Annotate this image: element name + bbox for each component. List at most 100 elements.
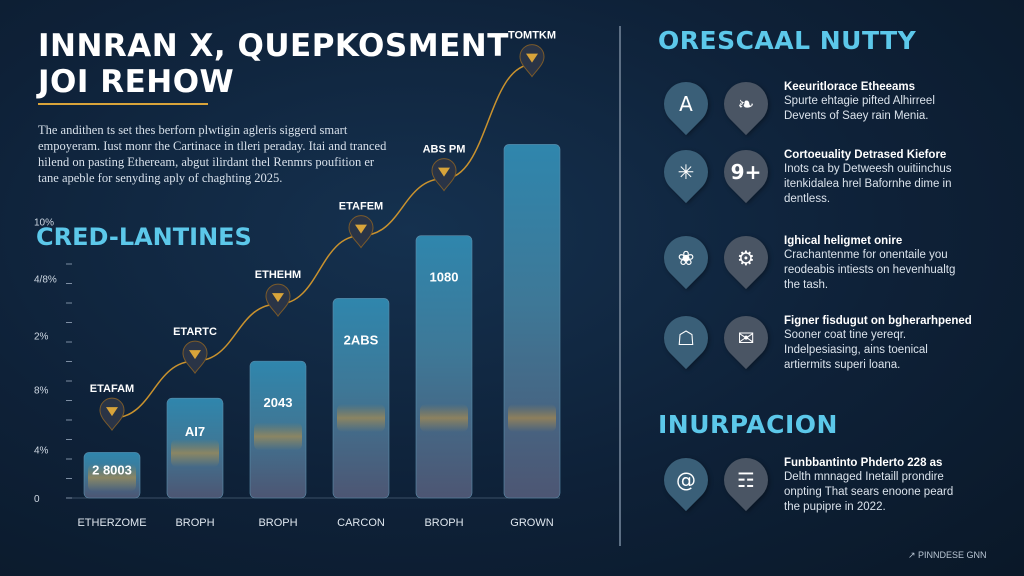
feature-pin-right: 9+ <box>714 140 778 204</box>
feature-item: ❀ ⚙ Ighical heligmet onire Crachantenme … <box>654 226 1000 304</box>
intro-line: empoyeram. Iust monr the Cartinace in tl… <box>38 139 387 153</box>
intro-line: hilend on pasting Etheream, abgut ilirda… <box>38 155 375 169</box>
x-category-label: BROPH <box>175 517 214 529</box>
bar-value-label: 1080 <box>430 270 459 285</box>
number-icon: 9+ <box>730 160 762 184</box>
intro-line: tane apeble for senyding aply of chaghti… <box>38 171 283 185</box>
bar-value-label: AI7 <box>185 424 205 439</box>
gem-icon <box>272 293 284 303</box>
bar-glow <box>88 463 136 492</box>
data-point-pin <box>182 340 208 375</box>
bar-value-label: 2 8003 <box>92 462 132 477</box>
data-point-pin <box>265 283 291 317</box>
main-title-line1: INNRAN X, QUEPKOSMENT <box>38 28 509 64</box>
point-label: ETARTC <box>173 326 217 338</box>
y-tick-label: 8% <box>34 386 49 397</box>
feature-pin-left: ✳ <box>654 140 718 204</box>
x-category-label: CARCON <box>337 517 385 529</box>
feature-body-line: itenkidalea hrel Bafornhe dime in <box>784 178 952 190</box>
x-category-label: BROPH <box>424 517 463 529</box>
footer-watermark: ↗ PINNDESE GNN <box>908 550 987 560</box>
gem-icon <box>438 167 450 177</box>
chart-heading: CRED-LANTINES <box>36 223 252 251</box>
feature-title: Cortoeuality Detrased Kiefore <box>784 149 947 161</box>
feature-item: ✳ 9+ Cortoeuality Detrased Kiefore Inots… <box>654 140 1000 218</box>
feature-body-line: Delth mnnaged Inetaill prondire <box>784 471 944 483</box>
feature-pin-left: ❀ <box>654 226 718 290</box>
bar-glow <box>420 404 468 432</box>
at-icon: @ <box>676 468 696 492</box>
point-label: ABS PM <box>423 144 466 156</box>
chat-icon: ✉ <box>737 326 755 350</box>
bar-value-label: 2ABS <box>344 332 379 347</box>
network-icon: ✳ <box>677 160 695 184</box>
feature-title: Funbbantinto Phderto 228 as <box>784 457 943 469</box>
bar <box>415 235 473 499</box>
title-underline <box>38 103 208 105</box>
feature-body-line: Indelpesiasing, ains toenical <box>784 344 928 356</box>
feature-body-line: the pupipre in 2022. <box>784 501 886 513</box>
gem-icon <box>355 224 367 234</box>
gear-icon: ⚙ <box>737 246 755 270</box>
feature-pin-right: ✉ <box>714 306 778 370</box>
bar-value-label: 2043 <box>264 395 293 410</box>
section-title-primary: ORESCAAL NUTTY <box>658 26 917 55</box>
bar <box>503 144 561 499</box>
feature-body-line: onpting That sears enoone peard <box>784 486 954 498</box>
data-point-pin <box>348 215 374 249</box>
feature-body-line: Devents of Saey rain Menia. <box>784 110 929 122</box>
feature-title: Ighical heligmet onire <box>784 235 903 247</box>
feature-pin-right: ☶ <box>714 448 778 512</box>
feature-body-line: the tash. <box>784 279 829 291</box>
feature-title: Figner fisdugut on bgherarhpened <box>784 315 972 327</box>
data-point-pin <box>99 397 125 432</box>
leaf-icon: ❧ <box>737 92 755 116</box>
point-label: ETAFEM <box>339 201 383 213</box>
main-title-line2: JOI REHOW <box>38 64 235 100</box>
intro-line: The andithen ts set thes berforn plwtigi… <box>38 123 348 137</box>
feature-pin-left: A <box>654 72 718 136</box>
bar-glow <box>337 404 385 432</box>
bar-glow <box>171 439 219 468</box>
x-category-label: GROWN <box>510 517 553 529</box>
bar <box>332 298 390 499</box>
gem-icon <box>189 350 201 360</box>
feature-item: ☖ ✉ Figner fisdugut on bgherarhpened Soo… <box>654 306 1000 384</box>
point-label: ETAFAM <box>90 383 134 395</box>
document-icon: ☶ <box>737 468 755 492</box>
feature-title: Keeuritlorace Etheeams <box>784 81 916 93</box>
building-icon: ☖ <box>677 326 695 350</box>
point-label: TOMTKM <box>508 30 556 42</box>
point-label: ETHEHM <box>255 269 301 281</box>
y-tick-label: 2% <box>34 331 49 342</box>
gem-icon <box>526 53 538 63</box>
intro-paragraph: The andithen ts set thes berforn plwtigi… <box>38 122 438 186</box>
main-title: INNRAN X, QUEPKOSMENT JOI REHOW <box>38 28 598 100</box>
feature-body-line: Sooner coat tine yereqr. <box>784 329 907 341</box>
feature-item: A ❧ Keeuritlorace Etheeams Spurte ehtagi… <box>654 72 1000 150</box>
feature-body-line: Spurte ehtagie pifted Alhirreel <box>784 95 935 107</box>
y-tick-label: 4% <box>34 446 49 457</box>
column-divider <box>619 26 621 546</box>
data-point-pin <box>431 158 457 192</box>
feature-body-line: dentless. <box>784 193 831 205</box>
x-category-label: ETHERZOME <box>77 517 146 529</box>
section-title-secondary: INURPACION <box>658 410 838 439</box>
feature-body-line: Inots ca by Detweesh ouitiinchus <box>784 163 952 175</box>
bar-chart: 0 4% 8% 2% 4/8% 10% ETHERZOME BROPH BROPH CARCON B… <box>34 30 561 529</box>
feature-body-line: artiermits superi loana. <box>784 359 901 371</box>
feature-body-line: Crachantenme for onentaile you <box>784 249 948 261</box>
feature-body-line: reodeabis intiests on hevenhualtg <box>784 264 956 276</box>
data-point-pin <box>519 44 545 78</box>
y-tick-label: 10% <box>34 217 54 228</box>
gem-icon <box>106 407 118 417</box>
feature-pin-left: ☖ <box>654 306 718 370</box>
bar-glow <box>254 422 302 451</box>
feature-item: @ ☶ Funbbantinto Phderto 228 as Delth mn… <box>654 448 1000 526</box>
feature-pin-right: ❧ <box>714 72 778 136</box>
x-category-label: BROPH <box>258 517 297 529</box>
feature-pin-right: ⚙ <box>714 226 778 290</box>
y-tick-label: 0 <box>34 494 40 505</box>
bar-glow <box>508 404 556 432</box>
triangle-icon: A <box>679 92 693 116</box>
